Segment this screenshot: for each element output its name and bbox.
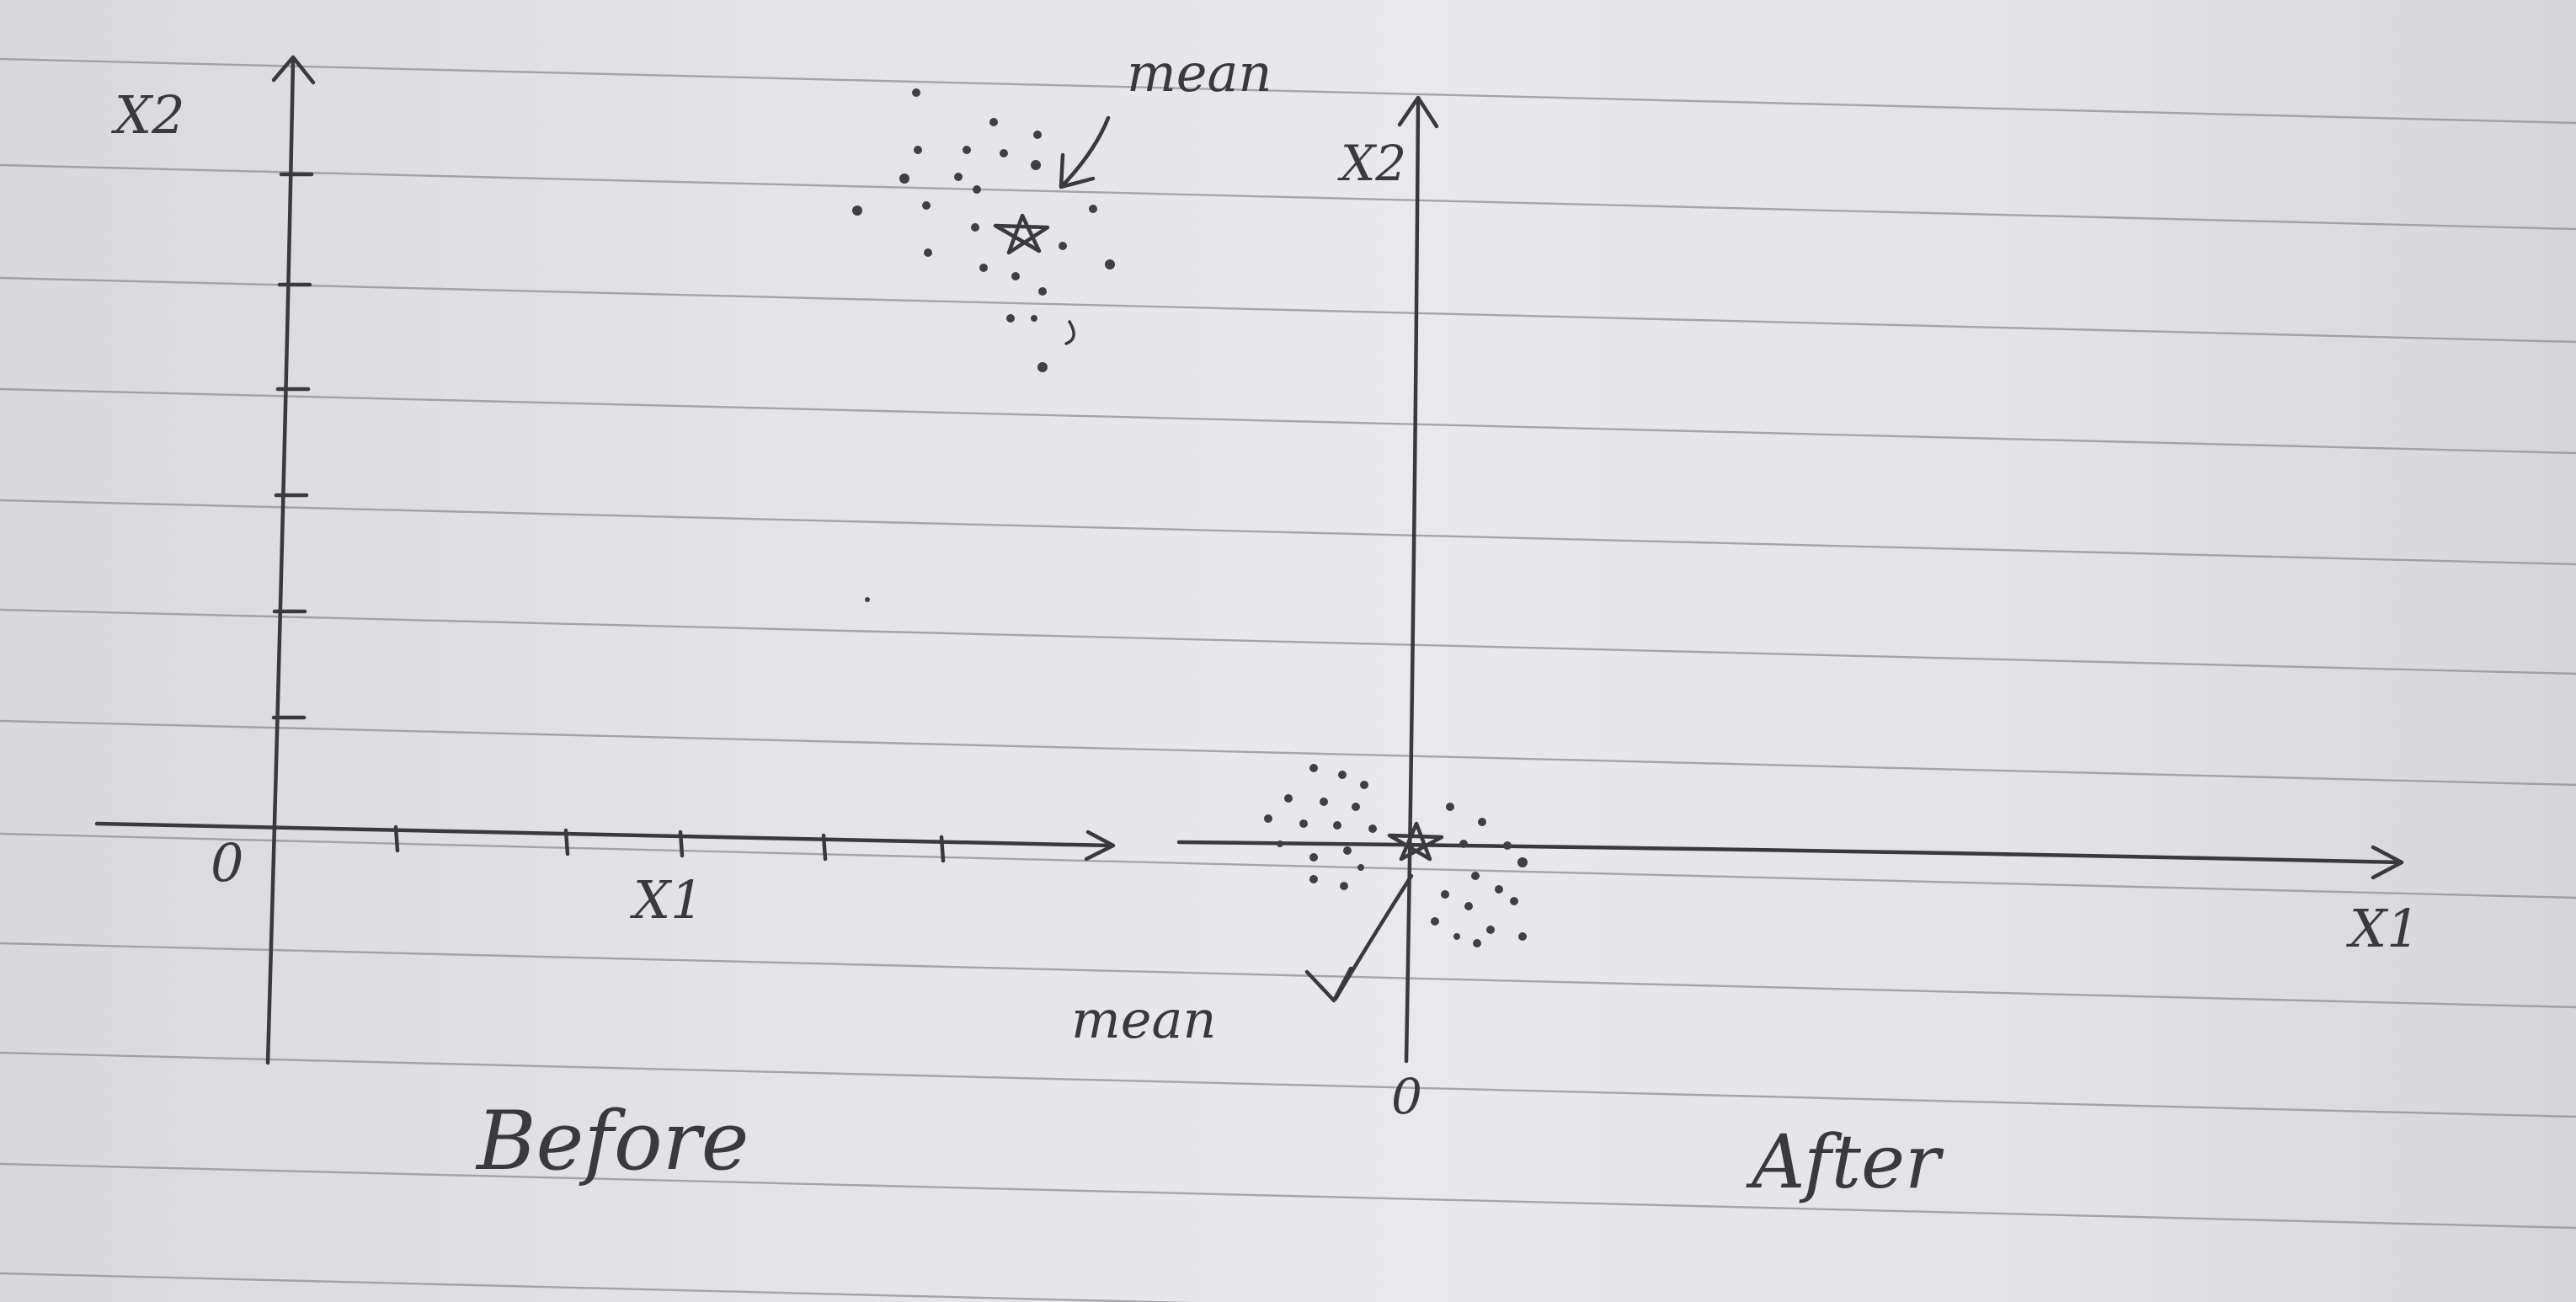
before-y-axis (265, 56, 296, 1065)
before-y-axis-label: X2 (111, 84, 185, 146)
before-x-axis-arrowhead (1084, 830, 1116, 862)
before-origin-label: 0 (211, 832, 243, 894)
ruled-lines (0, 57, 2576, 1302)
after-y-axis-arrowhead (1397, 95, 1439, 129)
before-x-ticks (393, 824, 946, 863)
ruled-line (0, 1051, 2576, 1118)
after-x-axis-arrowhead (2371, 845, 2404, 880)
before-caption: Before (475, 1094, 749, 1188)
ruled-line (0, 719, 2576, 787)
after-caption: After (1746, 1118, 1944, 1205)
ruled-line (0, 57, 2576, 125)
ruled-line (0, 1272, 1193, 1302)
ruled-line (0, 608, 2576, 675)
before-y-axis-arrowhead (271, 55, 316, 85)
ruled-line (0, 163, 2576, 231)
before-data-cluster (852, 88, 1115, 602)
before-mean-star (993, 213, 1050, 255)
before-y-ticks (271, 172, 314, 720)
after-mean-star (1387, 821, 1444, 862)
before-mean-arrow (1060, 115, 1111, 188)
before-plot: X2 X1 0 (94, 42, 1272, 1188)
ruled-line (0, 387, 2576, 455)
after-mean-arrowhead (1304, 966, 1353, 1003)
after-x-axis-label: X1 (2346, 898, 2420, 959)
ruled-line (0, 276, 2576, 344)
before-x-axis (94, 821, 1114, 848)
after-origin-label: 0 (1391, 1068, 1422, 1125)
ruled-line (0, 1162, 2576, 1230)
after-mean-arrow (1333, 873, 1414, 1001)
after-y-axis (1404, 97, 1421, 1064)
after-mean-label: mean (1071, 989, 1216, 1050)
after-data-cluster (1264, 764, 1528, 947)
after-plot: X2 X1 0 (1071, 95, 2420, 1205)
ruled-line (0, 942, 2576, 1009)
before-x-axis-label: X1 (630, 869, 704, 931)
after-x-axis (1176, 840, 2404, 865)
after-y-axis-label: X2 (1337, 135, 1406, 192)
before-mean-label: mean (1127, 42, 1272, 104)
ruled-line (0, 832, 2576, 899)
before-mean-arrowhead (1059, 152, 1096, 189)
ruled-line (0, 499, 2576, 566)
